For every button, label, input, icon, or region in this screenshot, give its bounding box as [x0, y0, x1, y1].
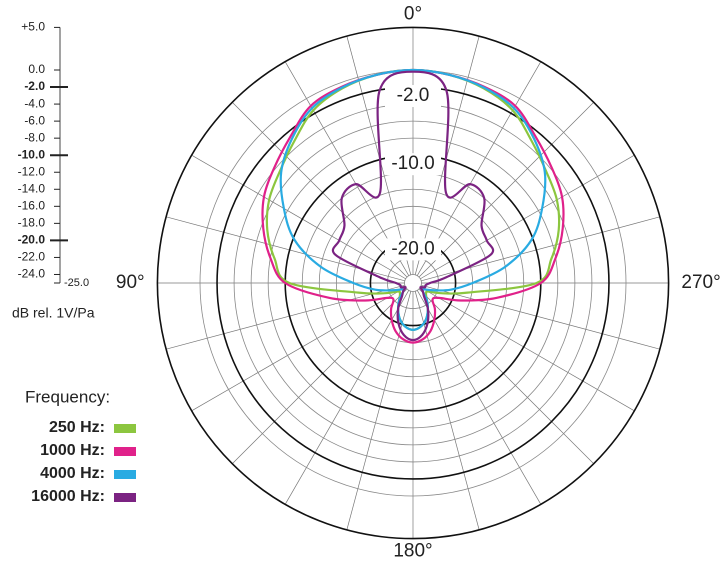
ring-label: -2.0	[397, 85, 430, 106]
ring-label: -10.0	[391, 153, 434, 174]
radial-tick-label: -8.0	[24, 130, 45, 144]
radial-tick-label: -10.0	[18, 147, 46, 161]
angle-label: 0°	[404, 4, 422, 25]
grid-ring	[156, 26, 670, 540]
angle-label: 90°	[116, 272, 145, 293]
radial-tick-label: -22.0	[18, 250, 46, 264]
polar-curve	[331, 70, 495, 342]
angle-label: 180°	[393, 540, 432, 561]
legend-swatch	[114, 447, 136, 456]
radial-axis-label: dB rel. 1V/Pa	[12, 305, 95, 321]
legend-swatch	[114, 470, 136, 479]
grid-ring	[318, 188, 508, 378]
polar-curve	[279, 68, 547, 331]
spoke	[191, 154, 407, 280]
angle-label: 270°	[681, 272, 720, 293]
spoke	[416, 289, 542, 505]
grid-ring	[335, 205, 491, 361]
radial-tick-label: -12.0	[18, 164, 46, 178]
legend-title: Frequency:	[25, 387, 110, 406]
ring-label-bg	[385, 153, 441, 176]
legend-swatch	[114, 493, 136, 502]
spoke	[419, 286, 635, 412]
spoke	[191, 286, 407, 412]
radial-tick-label: -25.0	[64, 277, 89, 289]
polar-curve	[261, 68, 565, 344]
grid-ring	[404, 274, 422, 292]
spoke	[232, 102, 408, 278]
radial-tick-label: -14.0	[18, 181, 46, 195]
spoke	[284, 289, 410, 505]
radial-tick-label: -18.0	[18, 216, 46, 230]
grid-ring	[250, 120, 576, 446]
spoke	[418, 288, 594, 464]
spoke	[232, 288, 408, 464]
radial-tick-label: -2.0	[24, 79, 45, 93]
ring-label-bg	[385, 85, 441, 108]
legend-label: 16000 Hz:	[31, 488, 105, 505]
radial-tick-label: -6.0	[24, 113, 45, 127]
radial-tick-label: +5.0	[21, 20, 45, 34]
legend-label: 4000 Hz:	[40, 465, 105, 482]
legend-label: 250 Hz:	[49, 419, 105, 436]
legend-label: 1000 Hz:	[40, 442, 105, 459]
radial-tick-label: -20.0	[18, 233, 46, 247]
spoke	[418, 102, 594, 278]
ring-label: -20.0	[391, 238, 434, 259]
legend-swatch	[114, 424, 136, 433]
spoke	[419, 154, 635, 280]
radial-tick-label: -16.0	[18, 198, 46, 212]
grid-ring	[267, 137, 559, 429]
spoke	[420, 284, 660, 350]
radial-tick-label: -4.0	[24, 96, 45, 110]
radial-tick-label: 0.0	[28, 62, 45, 76]
ring-label-bg	[385, 238, 441, 261]
radial-tick-label: -24.0	[18, 267, 46, 281]
spoke	[166, 284, 406, 350]
